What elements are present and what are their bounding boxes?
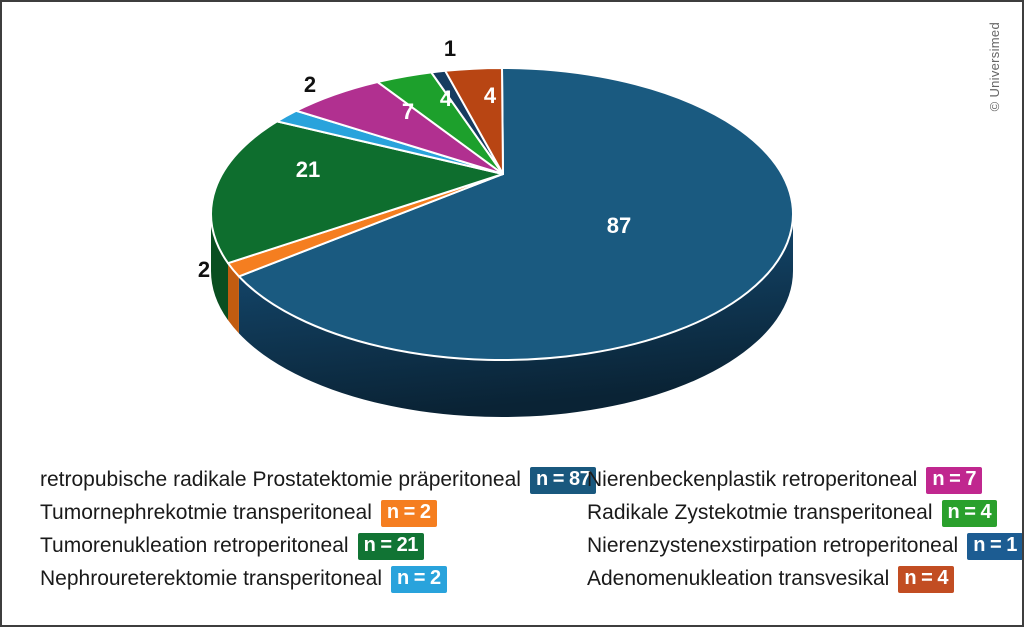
slice-value-label: 2 (198, 257, 210, 282)
legend-label: Tumorenukleation retroperitoneal (40, 534, 349, 557)
legend-count-badge: n = 4 (941, 500, 998, 527)
pie-slice (444, 67, 504, 175)
legend-item: Tumorenukleation retroperitoneal n = 21 (40, 529, 596, 562)
legend-column-right: Nierenbeckenplastik retroperitoneal n = 7… (587, 463, 1022, 595)
slice-value-label: 21 (296, 157, 320, 182)
pie-slice (210, 120, 504, 265)
legend-label: Tumornephrekotmie transperitoneal (40, 501, 372, 524)
legend-label: Radikale Zystekotmie transperitoneal (587, 501, 933, 524)
slice-value-label: 1 (444, 36, 456, 61)
legend-label: retropubische radikale Prostatektomie pr… (40, 468, 521, 491)
legend-column-left: retropubische radikale Prostatektomie pr… (40, 463, 597, 595)
pie-slice-side (238, 214, 794, 417)
legend-item: Adenomenukleation transvesikal n = 4 (587, 562, 1022, 595)
legend-count-badge: n = 4 (898, 566, 954, 593)
legend-item: Nierenbeckenplastik retroperitoneal n = 7 (587, 463, 1022, 496)
legend-item: Tumornephrekotmie transperitoneal n = 2 (40, 496, 596, 529)
pie-slice-side (228, 263, 239, 334)
legend-item: Nephroureterektomie transperitoneal n = 2 (40, 562, 596, 595)
pie-chart: 87 2 21 2 7 4 1 4 (198, 36, 794, 417)
slice-value-label: 4 (440, 86, 453, 111)
legend-count-badge: n = 2 (380, 500, 437, 527)
legend-label: Adenomenukleation transvesikal (587, 567, 890, 590)
legend-label: Nierenbeckenplastik retroperitoneal (587, 468, 918, 491)
legend-item: retropubische radikale Prostatektomie pr… (40, 463, 597, 496)
copyright-credit: © Universimed (987, 22, 1002, 112)
legend-label: Nephroureterektomie transperitoneal (40, 567, 383, 590)
legend-count-badge: n = 87 (529, 467, 597, 494)
legend-count-badge: n = 7 (926, 467, 982, 494)
legend-count-badge: n = 21 (357, 533, 424, 560)
legend-item: Radikale Zystekotmie transperitoneal n = … (587, 496, 1022, 529)
slice-value-label: 4 (484, 83, 497, 108)
slice-value-label: 87 (607, 213, 631, 238)
legend-count-badge: n = 1 (967, 533, 1022, 560)
legend-label: Nierenzystenexstirpation retroperitoneal (587, 534, 959, 557)
slice-value-label: 2 (304, 72, 316, 97)
legend-item: Nierenzystenexstirpation retroperitoneal… (587, 529, 1022, 562)
pie-slice (237, 67, 794, 361)
legend-count-badge: n = 2 (391, 566, 447, 593)
slice-value-label: 7 (402, 99, 414, 124)
